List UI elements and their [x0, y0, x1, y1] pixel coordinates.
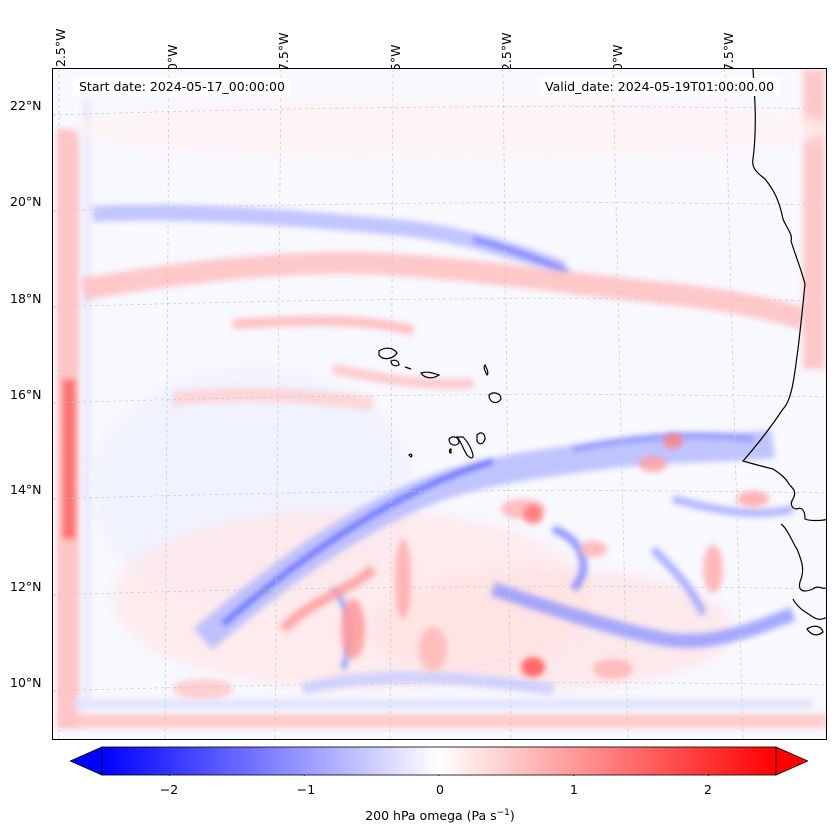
valid-date-label: Valid_date: 2024-05-19T01:00:00.00: [539, 78, 781, 96]
gridlines: [53, 69, 826, 739]
lat-label-12N: 12°N: [10, 579, 42, 594]
lat-label-18N: 18°N: [10, 291, 42, 306]
start-date-label: Start date: 2024-05-17_00:00:00: [73, 78, 291, 96]
colorbar-extend-max: [775, 746, 808, 776]
colorbar-tick-0: 0: [436, 782, 444, 797]
lat-label-22N: 22°N: [10, 98, 42, 113]
colorbar-tick-1: 1: [570, 782, 578, 797]
island-brava: [448, 448, 452, 454]
colorbar-tick-m1: −1: [296, 782, 316, 797]
island-fogo: [448, 436, 460, 446]
lat-label-16N: 16°N: [10, 387, 42, 402]
colorbar-label-text: 200 hPa omega (Pa s: [365, 808, 497, 824]
colorbar: [70, 746, 808, 776]
colorbar-label: 200 hPa omega (Pa s−1): [0, 808, 837, 823]
colorbar-label-exponent: −1: [496, 808, 510, 818]
boundary-band: [57, 69, 826, 729]
omega-field-map: [53, 69, 826, 739]
island-boa-vista: [488, 392, 502, 404]
ascending-band-north: [81, 252, 807, 411]
island-maio: [476, 432, 486, 445]
island-brava-2: [408, 453, 413, 458]
island-santiago: [455, 436, 474, 459]
cape-verde-islands: [378, 347, 502, 459]
colorbar-label-close: ): [509, 808, 515, 824]
colorbar-extend-min: [70, 746, 103, 776]
colorbar-body: [101, 746, 777, 776]
lat-label-20N: 20°N: [10, 194, 42, 209]
ascending-cells: [173, 433, 769, 699]
map-panel[interactable]: [52, 68, 827, 740]
island-sal: [483, 363, 489, 377]
lat-label-10N: 10°N: [10, 675, 42, 690]
coastline: [741, 69, 826, 636]
descending-band-north: [92, 204, 570, 277]
island-santa-luzia: [404, 366, 412, 370]
lat-label-14N: 14°N: [10, 482, 42, 497]
colorbar-tick-m2: −2: [159, 782, 179, 797]
island-sao-nicolau: [420, 371, 441, 379]
island-sao-vicente: [390, 359, 400, 367]
island-santo-antao: [378, 347, 398, 360]
colorbar-tick-2: 2: [704, 782, 712, 797]
